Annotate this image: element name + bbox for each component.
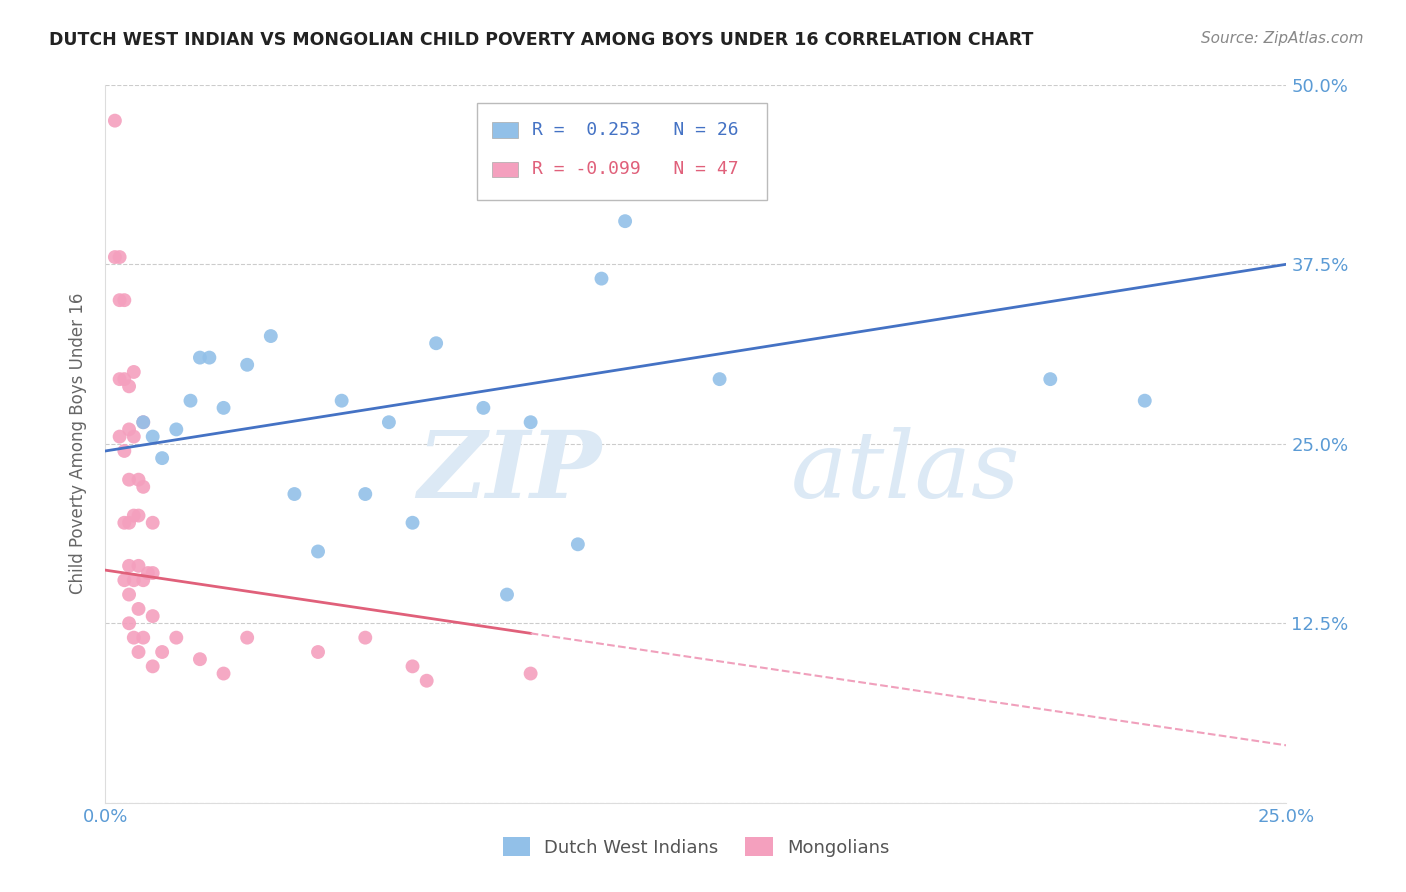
- Point: [142, 516, 165, 530]
- Text: R = -0.099   N = 47: R = -0.099 N = 47: [531, 161, 738, 178]
- Point: [112, 573, 135, 587]
- Point: [122, 429, 145, 443]
- Text: R =  0.253   N = 26: R = 0.253 N = 26: [531, 121, 738, 139]
- Point: [122, 508, 145, 523]
- Point: [709, 372, 731, 386]
- Point: [112, 293, 135, 307]
- Point: [150, 451, 173, 466]
- Point: [188, 351, 211, 365]
- Point: [198, 351, 221, 365]
- Point: [108, 293, 131, 307]
- Point: [132, 573, 155, 587]
- Point: [132, 415, 155, 429]
- Point: [128, 473, 150, 487]
- Point: [354, 487, 377, 501]
- Point: [122, 573, 145, 587]
- Point: [496, 588, 519, 602]
- Point: [150, 645, 173, 659]
- Point: [283, 487, 305, 501]
- Point: [378, 415, 401, 429]
- Point: [401, 516, 423, 530]
- Text: Source: ZipAtlas.com: Source: ZipAtlas.com: [1201, 31, 1364, 46]
- Point: [112, 516, 135, 530]
- Point: [307, 645, 329, 659]
- Point: [591, 271, 613, 285]
- Point: [118, 422, 141, 436]
- Point: [212, 401, 235, 415]
- Point: [614, 214, 637, 228]
- Bar: [492, 161, 517, 178]
- Point: [519, 666, 541, 681]
- Point: [104, 250, 127, 264]
- Text: atlas: atlas: [790, 427, 1019, 517]
- Point: [142, 429, 165, 443]
- Point: [118, 616, 141, 631]
- Point: [415, 673, 437, 688]
- Point: [567, 537, 589, 551]
- Text: DUTCH WEST INDIAN VS MONGOLIAN CHILD POVERTY AMONG BOYS UNDER 16 CORRELATION CHA: DUTCH WEST INDIAN VS MONGOLIAN CHILD POV…: [49, 31, 1033, 49]
- Point: [165, 631, 187, 645]
- Point: [108, 250, 131, 264]
- Point: [519, 415, 541, 429]
- Point: [212, 666, 235, 681]
- Point: [1039, 372, 1062, 386]
- Point: [128, 508, 150, 523]
- FancyBboxPatch shape: [478, 103, 766, 200]
- Point: [179, 393, 201, 408]
- Point: [472, 401, 495, 415]
- Point: [142, 659, 165, 673]
- Point: [108, 429, 131, 443]
- Point: [118, 516, 141, 530]
- Point: [112, 372, 135, 386]
- Y-axis label: Child Poverty Among Boys Under 16: Child Poverty Among Boys Under 16: [69, 293, 87, 594]
- Point: [122, 365, 145, 379]
- Point: [136, 566, 159, 580]
- Point: [108, 372, 131, 386]
- Point: [118, 558, 141, 573]
- Point: [132, 631, 155, 645]
- Point: [425, 336, 447, 351]
- Point: [104, 113, 127, 128]
- Point: [132, 480, 155, 494]
- Point: [330, 393, 353, 408]
- Point: [142, 566, 165, 580]
- Point: [132, 415, 155, 429]
- Point: [260, 329, 283, 343]
- Legend: Dutch West Indians, Mongolians: Dutch West Indians, Mongolians: [494, 828, 898, 865]
- Point: [165, 422, 187, 436]
- Point: [307, 544, 329, 558]
- Point: [118, 379, 141, 393]
- Point: [128, 645, 150, 659]
- Point: [122, 631, 145, 645]
- Bar: [492, 122, 517, 138]
- Point: [236, 358, 259, 372]
- Point: [401, 659, 423, 673]
- Point: [236, 631, 259, 645]
- Point: [142, 609, 165, 624]
- Point: [128, 602, 150, 616]
- Point: [354, 631, 377, 645]
- Point: [188, 652, 211, 666]
- Point: [112, 444, 135, 458]
- Point: [118, 588, 141, 602]
- Text: ZIP: ZIP: [418, 427, 602, 517]
- Point: [118, 473, 141, 487]
- Point: [1133, 393, 1156, 408]
- Point: [128, 558, 150, 573]
